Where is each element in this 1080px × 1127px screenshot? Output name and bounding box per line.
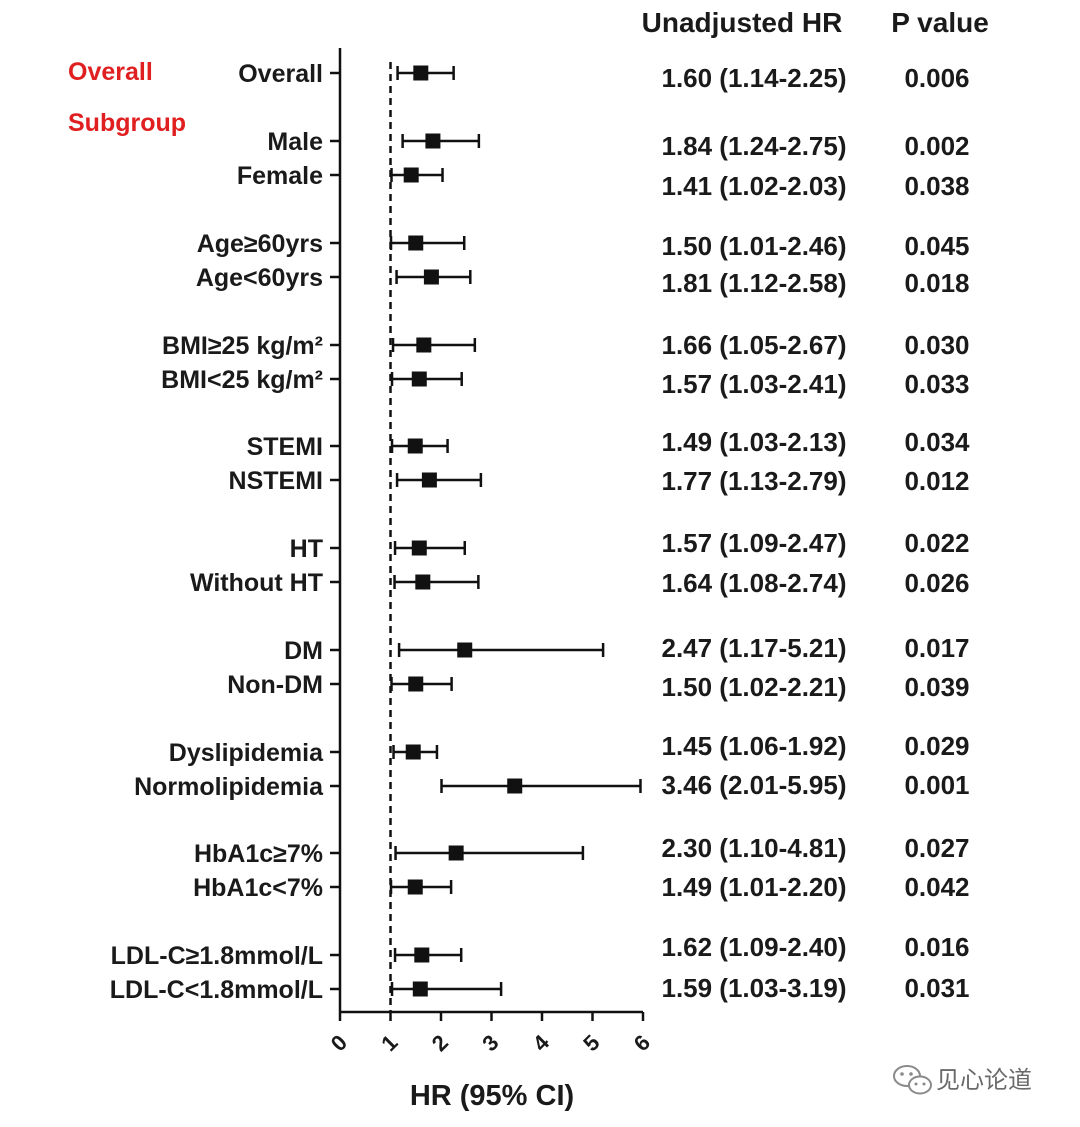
row-label: Normolipidemia <box>134 773 324 801</box>
hr-value-text: 3.46 (2.01-5.95) <box>661 770 846 800</box>
row-label: DM <box>284 637 323 665</box>
row-label: Overall <box>238 60 323 88</box>
x-tick-label: 4 <box>528 1029 555 1056</box>
hr-point <box>448 845 464 861</box>
x-tick-label: 1 <box>376 1030 402 1056</box>
p-value-text: 0.042 <box>904 872 969 902</box>
row-label: Non-DM <box>227 671 323 699</box>
watermark-text: 见心论道 <box>936 1067 1032 1094</box>
p-value-text: 0.038 <box>904 171 969 201</box>
row-label: Male <box>267 128 323 156</box>
hr-point <box>457 642 473 658</box>
p-value-text: 0.022 <box>904 528 969 558</box>
hr-value-text: 1.64 (1.08-2.74) <box>661 568 846 598</box>
row-label: HT <box>290 535 323 563</box>
hr-point <box>408 235 424 251</box>
hr-point <box>412 981 428 997</box>
hr-value-text: 2.47 (1.17-5.21) <box>661 633 846 663</box>
wechat-icon <box>893 1065 932 1095</box>
p-value-text: 0.033 <box>904 369 969 399</box>
hr-value-text: 1.49 (1.03-2.13) <box>661 427 846 457</box>
row-label: Dyslipidemia <box>169 739 324 767</box>
hr-value-text: 1.57 (1.03-2.41) <box>661 369 846 399</box>
watermark: 见心论道 <box>893 1065 1032 1095</box>
hr-column-header: Unadjusted HR <box>642 7 843 38</box>
row-label: HbA1c<7% <box>193 874 323 902</box>
x-tick-label: 3 <box>477 1030 503 1056</box>
hr-point <box>413 65 429 81</box>
row-label: STEMI <box>247 433 323 461</box>
hr-point <box>507 778 523 794</box>
p-value-text: 0.030 <box>904 330 969 360</box>
p-value-text: 0.016 <box>904 932 969 962</box>
section-label-subgroup: Subgroup <box>68 109 186 137</box>
p-value-text: 0.031 <box>904 973 969 1003</box>
p-value-text: 0.034 <box>904 427 970 457</box>
rows-layer: Overall 1.60 (1.14-2.25) 0.006 Male 1.84 (1.… <box>110 60 970 1004</box>
hr-point <box>408 676 424 692</box>
hr-point <box>405 744 421 760</box>
hr-value-text: 1.57 (1.09-2.47) <box>661 528 846 558</box>
hr-point <box>416 337 432 353</box>
hr-point <box>425 133 441 149</box>
hr-point <box>415 574 431 590</box>
p-value-text: 0.039 <box>904 672 969 702</box>
hr-value-text: 1.77 (1.13-2.79) <box>661 466 846 496</box>
hr-value-text: 1.45 (1.06-1.92) <box>661 731 846 761</box>
row-label: BMI≥25 kg/m² <box>162 332 323 360</box>
p-value-text: 0.026 <box>904 568 969 598</box>
p-value-text: 0.012 <box>904 466 969 496</box>
hr-value-text: 2.30 (1.10-4.81) <box>661 833 846 863</box>
hr-point <box>407 438 423 454</box>
hr-point <box>403 167 419 183</box>
row-label: NSTEMI <box>229 467 323 495</box>
x-axis-label: HR (95% CI) <box>410 1080 574 1112</box>
hr-value-text: 1.50 (1.01-2.46) <box>661 231 846 261</box>
x-tick-label: 6 <box>629 1030 655 1056</box>
p-value-text: 0.017 <box>904 633 969 663</box>
hr-value-text: 1.50 (1.02-2.21) <box>661 672 846 702</box>
row-label: LDL-C<1.8mmol/L <box>110 976 323 1004</box>
hr-point <box>407 879 423 895</box>
hr-value-text: 1.62 (1.09-2.40) <box>661 932 846 962</box>
p-value-text: 0.045 <box>904 231 969 261</box>
p-value-text: 0.001 <box>904 770 969 800</box>
hr-point <box>411 540 427 556</box>
hr-value-text: 1.60 (1.14-2.25) <box>661 63 846 93</box>
row-label: Age<60yrs <box>196 264 323 292</box>
row-label: LDL-C≥1.8mmol/L <box>111 942 323 970</box>
p-value-text: 0.029 <box>904 731 969 761</box>
p-value-text: 0.006 <box>904 63 969 93</box>
p-column-header: P value <box>891 7 989 38</box>
x-tick-label: 0 <box>326 1030 352 1056</box>
hr-point <box>421 472 437 488</box>
hr-point <box>414 947 430 963</box>
row-label: Female <box>237 162 323 190</box>
hr-value-text: 1.66 (1.05-2.67) <box>661 330 846 360</box>
p-value-text: 0.002 <box>904 131 969 161</box>
p-value-text: 0.018 <box>904 268 969 298</box>
section-label-overall: Overall <box>68 58 153 86</box>
hr-value-text: 1.81 (1.12-2.58) <box>661 268 846 298</box>
p-value-text: 0.027 <box>904 833 969 863</box>
row-label: BMI<25 kg/m² <box>161 366 323 394</box>
hr-value-text: 1.41 (1.02-2.03) <box>661 171 846 201</box>
x-tick-label: 5 <box>578 1030 604 1056</box>
hr-point <box>411 371 427 387</box>
row-label: HbA1c≥7% <box>194 840 323 868</box>
row-label: Without HT <box>190 569 323 597</box>
x-tick-label: 2 <box>427 1030 453 1056</box>
row-label: Age≥60yrs <box>197 230 323 258</box>
hr-value-text: 1.59 (1.03-3.19) <box>661 973 846 1003</box>
hr-point <box>423 269 439 285</box>
hr-value-text: 1.84 (1.24-2.75) <box>661 131 846 161</box>
hr-value-text: 1.49 (1.01-2.20) <box>661 872 846 902</box>
